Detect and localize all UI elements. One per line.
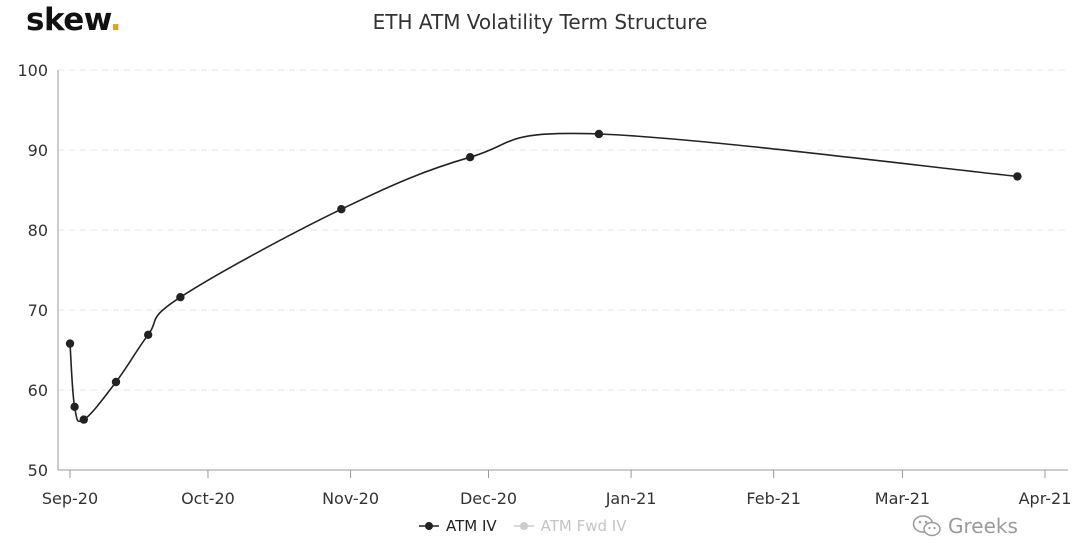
y-tick-label: 50 [28,461,48,480]
y-tick-label: 60 [28,381,48,400]
y-tick-label: 100 [17,61,48,80]
x-tick-label: Oct-20 [181,489,235,508]
data-point [65,339,75,348]
skew-logo-text: skew [26,2,110,38]
legend: ATM IV ATM Fwd IV [418,517,643,535]
grid-lines [58,69,1068,391]
x-tick-label: Mar-21 [875,489,930,508]
data-point [594,129,604,139]
y-axis: 50 60 70 80 90 100 [17,61,59,480]
y-tick-label: 80 [28,221,48,240]
y-tick-label: 90 [28,141,48,160]
x-tick-label: Sep-20 [42,489,98,508]
legend-label-atm-iv: ATM IV [446,517,497,535]
legend-label-atm-fwd-iv: ATM Fwd IV [540,517,627,535]
watermark: Greeks [912,514,1018,538]
series-line-atm-iv [69,132,1018,423]
x-axis: Sep-20 Oct-20 Nov-20 Dec-20 Jan-21 Feb-21 Mar-… [42,469,1072,508]
series-layer [65,129,1022,424]
y-tick-label: 70 [28,301,48,320]
data-point [176,293,185,302]
watermark-text: Greeks [948,514,1018,538]
legend-marker-atm-fwd-iv [513,522,534,530]
data-point [337,205,346,214]
data-point [70,402,79,411]
legend-item-atm-fwd-iv[interactable]: ATM Fwd IV [513,517,627,535]
x-tick-label: Feb-21 [746,489,800,508]
x-tick-label: Nov-20 [322,489,379,508]
x-tick-label: Dec-20 [460,489,517,508]
x-tick-label: Apr-21 [1019,489,1072,508]
data-point [111,377,121,387]
skew-logo-dot: . [109,2,122,38]
chat-bubbles-icon [912,515,941,537]
data-point [143,330,153,339]
skew-logo: skew. [26,2,122,38]
legend-item-atm-iv[interactable]: ATM IV [418,517,497,535]
data-point [465,153,475,162]
x-tick-label: Jan-21 [605,489,657,508]
chart-title: ETH ATM Volatility Term Structure [372,10,708,34]
data-point [1013,172,1022,181]
legend-marker-atm-iv [419,522,439,530]
data-point [79,415,88,424]
